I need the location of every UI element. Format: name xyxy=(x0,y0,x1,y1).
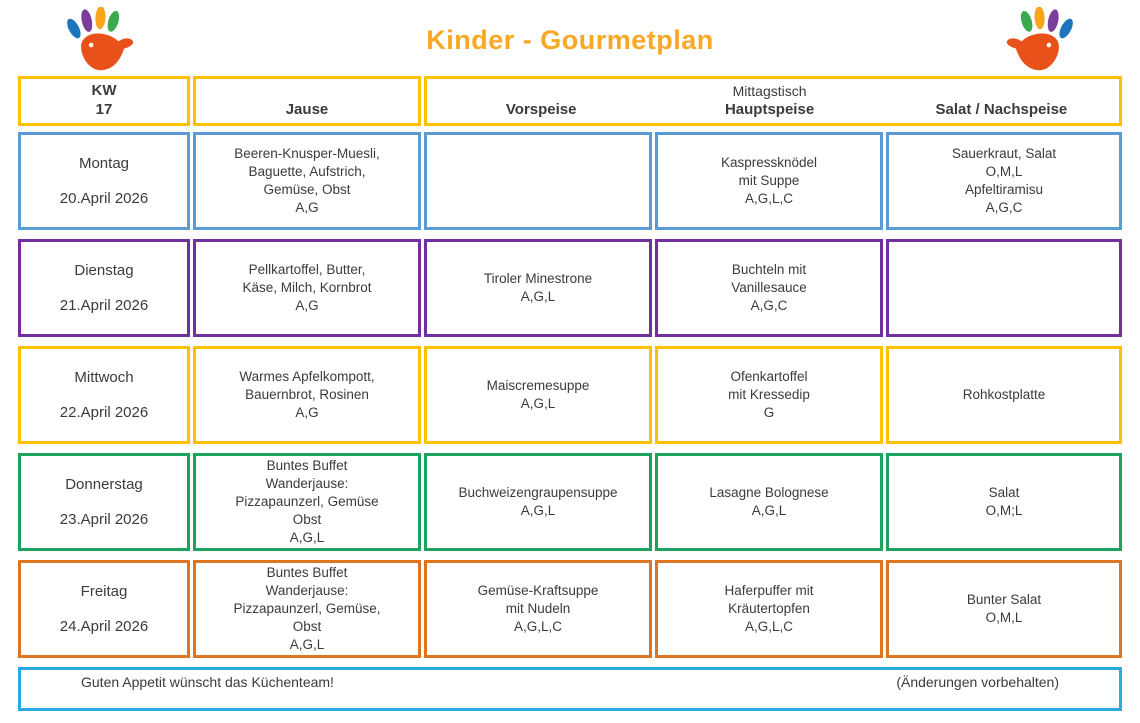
day-label-cell: Mittwoch 22.April 2026 xyxy=(18,346,190,444)
week-number: 17 xyxy=(95,101,113,118)
top-banner: Kinder - Gourmetplan xyxy=(18,0,1122,76)
day-name: Mittwoch xyxy=(74,368,134,386)
day-name: Dienstag xyxy=(74,261,134,279)
jause-cell: Warmes Apfelkompott, Bauernbrot, Rosinen… xyxy=(193,346,421,444)
salat-cell: Sauerkraut, Salat O,M,L Apfeltiramisu A,… xyxy=(886,132,1122,230)
day-row-dienstag: Dienstag 21.April 2026 Pellkartoffel, Bu… xyxy=(18,239,1122,337)
footer-greeting: Guten Appetit wünscht das Küchenteam! xyxy=(81,674,334,690)
hauptspeise-cell: Lasagne Bolognese A,G,L xyxy=(655,453,883,551)
day-row-montag: Montag 20.April 2026 Beeren-Knusper-Mues… xyxy=(18,132,1122,230)
week-label: KW xyxy=(91,82,117,100)
jause-cell: Buntes Buffet Wanderjause: Pizzapaunzerl… xyxy=(193,560,421,658)
vorspeise-cell: Maiscremesuppe A,G,L xyxy=(424,346,652,444)
day-label-cell: Freitag 24.April 2026 xyxy=(18,560,190,658)
salat-cell: Rohkostplatte xyxy=(886,346,1122,444)
day-label-cell: Dienstag 21.April 2026 xyxy=(18,239,190,337)
hauptspeise-cell: Buchteln mit Vanillesauce A,G,C xyxy=(655,239,883,337)
day-row-mittwoch: Mittwoch 22.April 2026 Warmes Apfelkompo… xyxy=(18,346,1122,444)
jause-cell: Beeren-Knusper-Muesli, Baguette, Aufstri… xyxy=(193,132,421,230)
jause-cell: Buntes Buffet Wanderjause: Pizzapaunzerl… xyxy=(193,453,421,551)
day-row-freitag: Freitag 24.April 2026 Buntes Buffet Wand… xyxy=(18,560,1122,658)
jause-header-cell: Jause xyxy=(193,76,421,126)
day-date: 22.April 2026 xyxy=(59,403,149,421)
day-name: Donnerstag xyxy=(65,475,143,493)
salat-column-label: Salat / Nachspeise xyxy=(935,101,1068,119)
day-label-cell: Donnerstag 23.April 2026 xyxy=(18,453,190,551)
hauptspeise-cell: Ofenkartoffel mit Kressedip G xyxy=(655,346,883,444)
vorspeise-cell: Gemüse-Kraftsuppe mit Nudeln A,G,L,C xyxy=(424,560,652,658)
salat-cell xyxy=(886,239,1122,337)
day-date: 24.April 2026 xyxy=(59,617,149,635)
salat-cell: Bunter Salat O,M,L xyxy=(886,560,1122,658)
day-date: 23.April 2026 xyxy=(59,510,149,528)
hauptspeise-cell: Haferpuffer mit Kräutertopfen A,G,L,C xyxy=(655,560,883,658)
week-header-cell: KW 17 xyxy=(18,76,190,126)
mittagstisch-header-cell: Mittagstisch Vorspeise Hauptspeise Salat… xyxy=(424,76,1122,126)
footer-banner: Guten Appetit wünscht das Küchenteam! (Ä… xyxy=(18,667,1122,711)
salat-cell: Salat O,M;L xyxy=(886,453,1122,551)
table-header-row: KW 17 Jause Mittagstisch Vorspeise Haupt… xyxy=(18,76,1122,126)
vorspeise-cell: Tiroler Minestrone A,G,L xyxy=(424,239,652,337)
vorspeise-cell xyxy=(424,132,652,230)
page-title: Kinder - Gourmetplan xyxy=(426,24,714,55)
day-date: 20.April 2026 xyxy=(59,189,149,207)
day-date: 21.April 2026 xyxy=(59,296,149,314)
vorspeise-cell: Buchweizengraupensuppe A,G,L xyxy=(424,453,652,551)
day-label-cell: Montag 20.April 2026 xyxy=(18,132,190,230)
mittagstisch-label: Mittagstisch xyxy=(732,82,807,99)
hauptspeise-column-label: Hauptspeise xyxy=(724,101,815,119)
handprint-icon xyxy=(58,6,140,73)
day-row-donnerstag: Donnerstag 23.April 2026 Buntes Buffet W… xyxy=(18,453,1122,551)
day-name: Montag xyxy=(78,154,130,172)
jause-cell: Pellkartoffel, Butter, Käse, Milch, Korn… xyxy=(193,239,421,337)
footer-disclaimer: (Änderungen vorbehalten) xyxy=(896,674,1059,690)
handprint-icon xyxy=(1000,6,1082,73)
day-name: Freitag xyxy=(80,582,128,600)
hauptspeise-cell: Kaspressknödel mit Suppe A,G,L,C xyxy=(655,132,883,230)
vorspeise-column-label: Vorspeise xyxy=(505,101,577,119)
